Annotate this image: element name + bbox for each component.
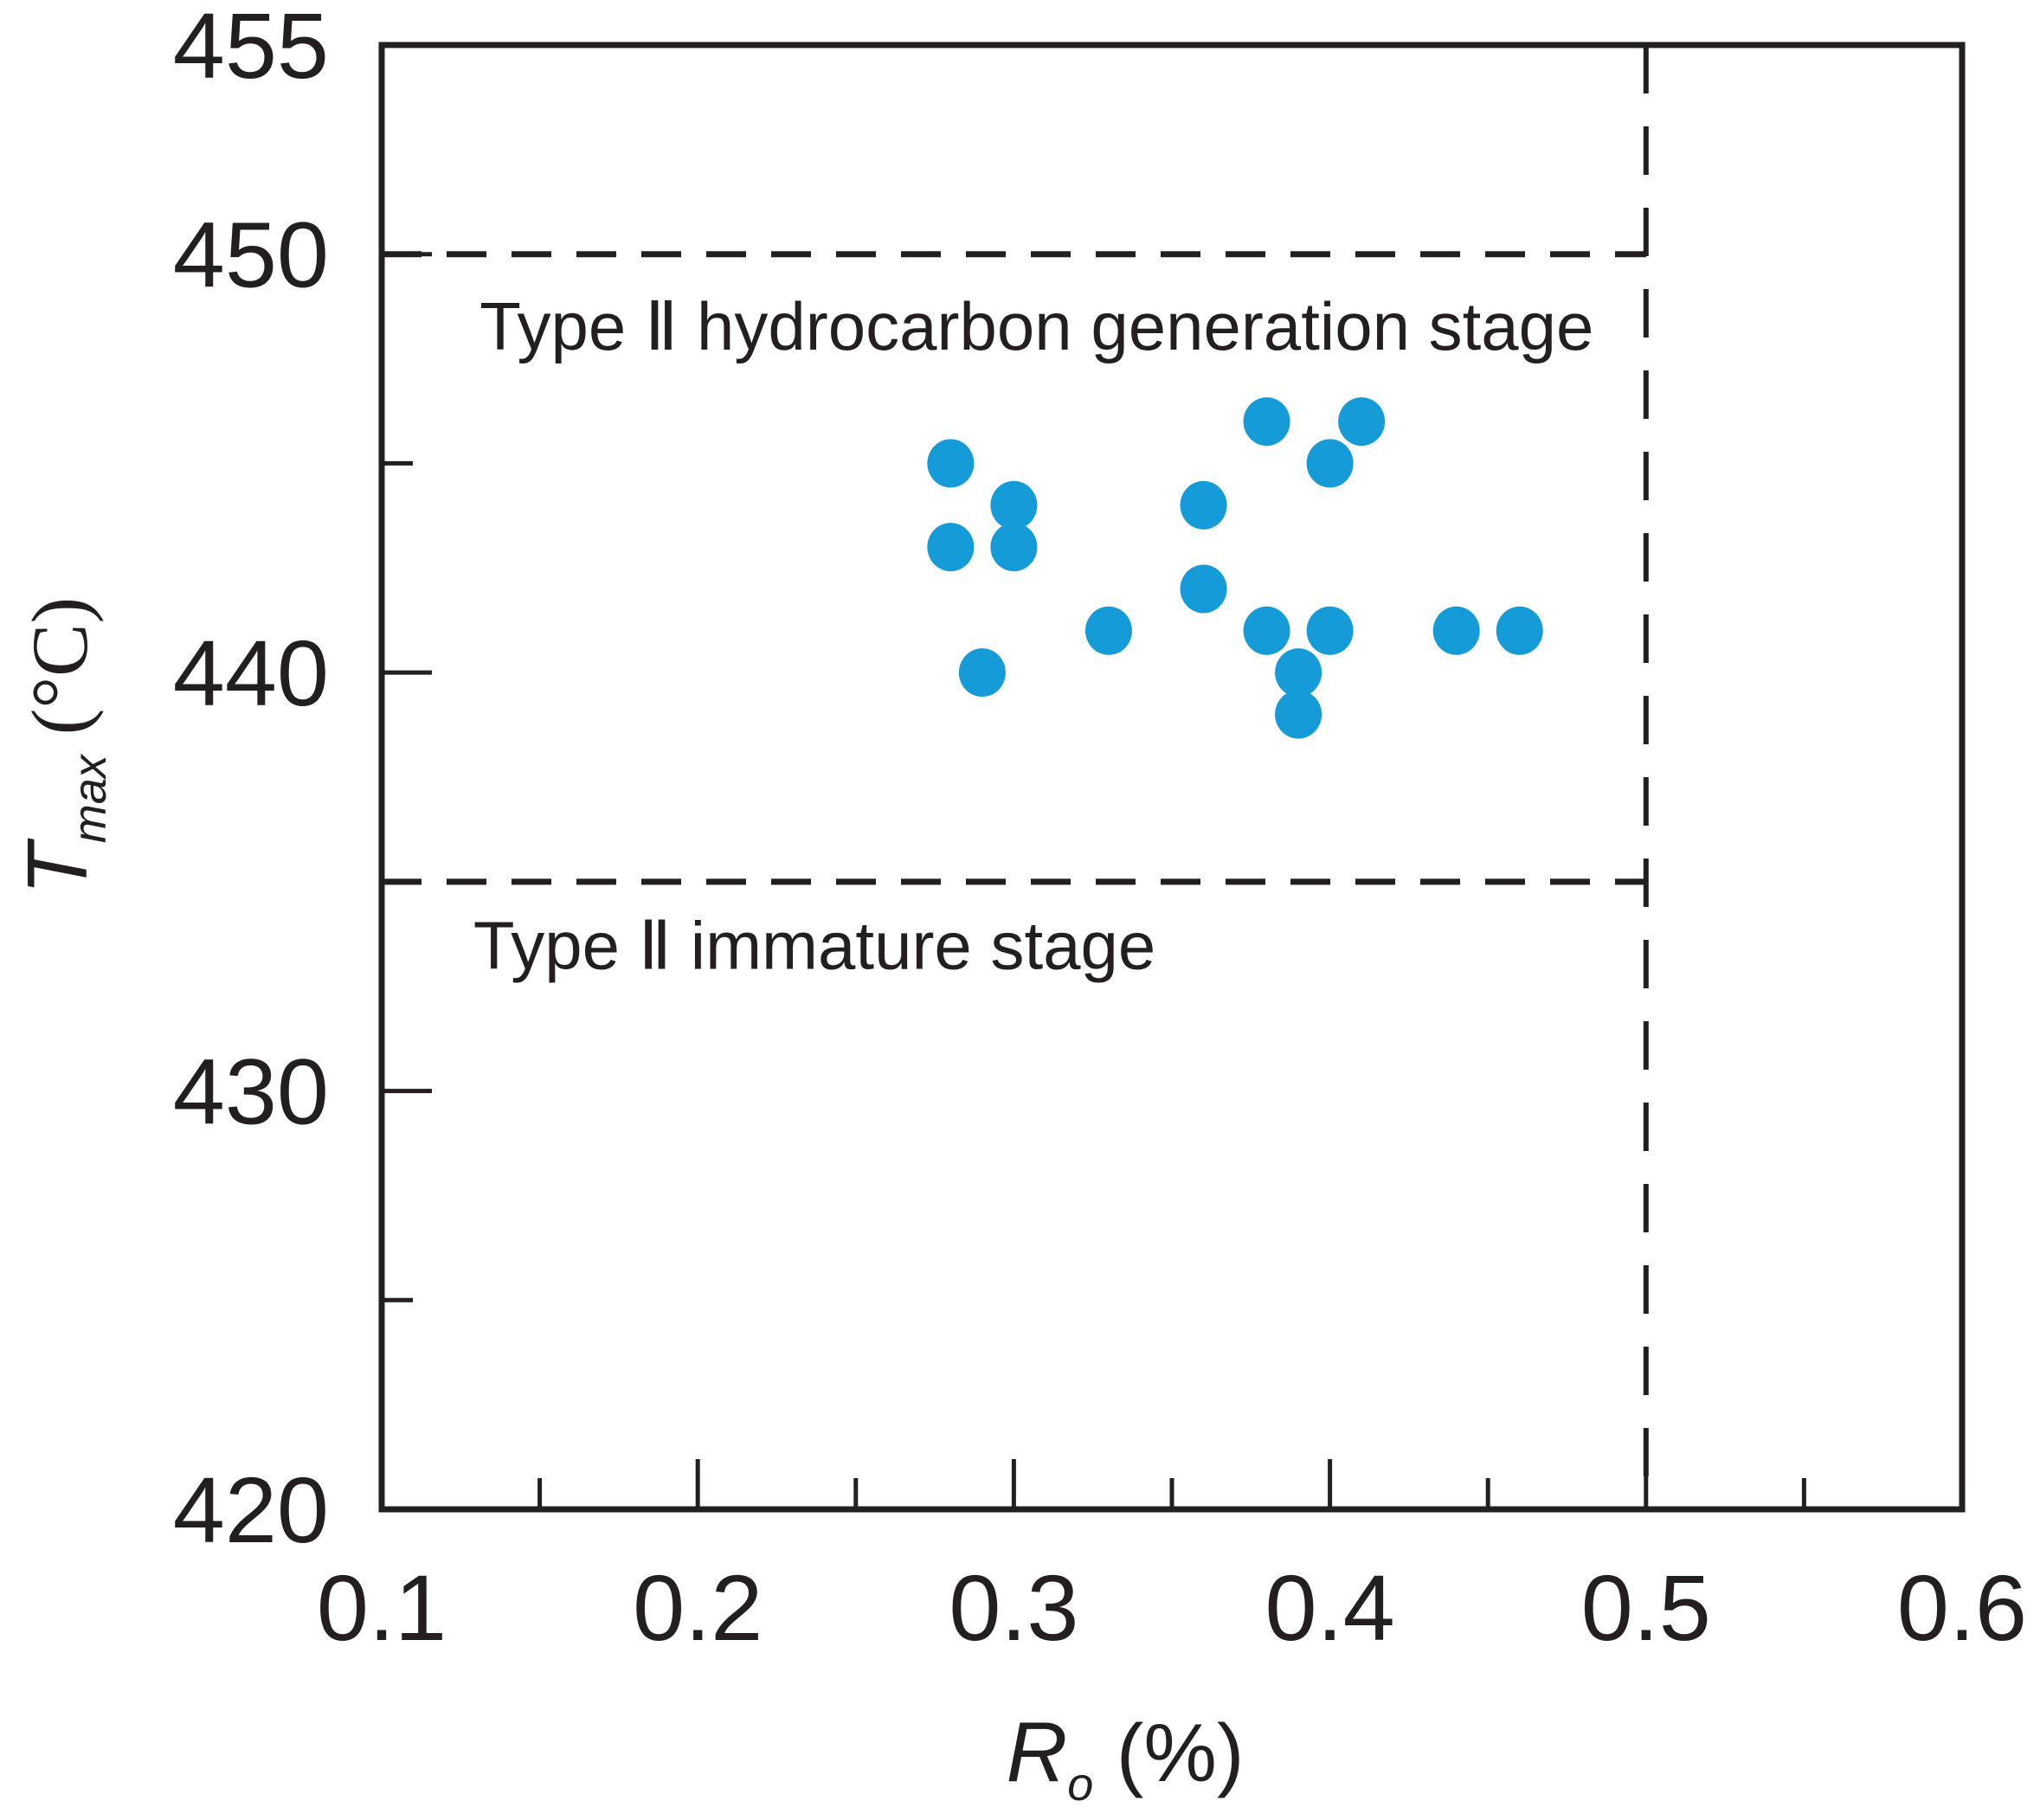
y-axis-title: Tmax (°C) [10, 597, 116, 895]
data-point [1496, 606, 1543, 655]
y-tick-label: 440 [173, 621, 329, 725]
generation-stage-label: Type Ⅱ hydrocarbon generation stage [479, 288, 1593, 364]
y-tick-label: 430 [173, 1039, 329, 1144]
data-point [1275, 648, 1322, 698]
x-tick-label: 0.6 [1897, 1555, 2027, 1660]
data-point [1275, 690, 1322, 739]
x-tick-label: 0.2 [633, 1555, 763, 1660]
x-tick-label: 0.4 [1265, 1555, 1395, 1660]
y-tick-label: 450 [173, 203, 329, 307]
data-point [1338, 397, 1386, 447]
data-point [990, 480, 1038, 530]
data-point [958, 648, 1006, 698]
y-tick-label: 455 [173, 0, 329, 98]
data-point [1084, 606, 1132, 655]
data-point [1180, 480, 1227, 530]
x-tick-label: 0.1 [317, 1555, 447, 1660]
plot-border [378, 42, 1966, 1513]
data-point [1306, 439, 1354, 488]
data-point [1432, 606, 1480, 655]
data-point [1243, 397, 1290, 447]
x-axis-title: Ro (%) [1007, 1704, 1245, 1810]
y-tick-label: 420 [173, 1457, 329, 1562]
data-point [1306, 606, 1354, 655]
data-point [927, 439, 975, 488]
x-tick-label: 0.3 [949, 1555, 1078, 1660]
data-point [927, 523, 975, 572]
x-tick-label: 0.5 [1581, 1555, 1711, 1660]
data-point [1243, 606, 1290, 655]
immature-stage-label: Type Ⅱ immature stage [473, 907, 1155, 983]
data-point [1180, 564, 1227, 614]
data-point [990, 523, 1038, 572]
